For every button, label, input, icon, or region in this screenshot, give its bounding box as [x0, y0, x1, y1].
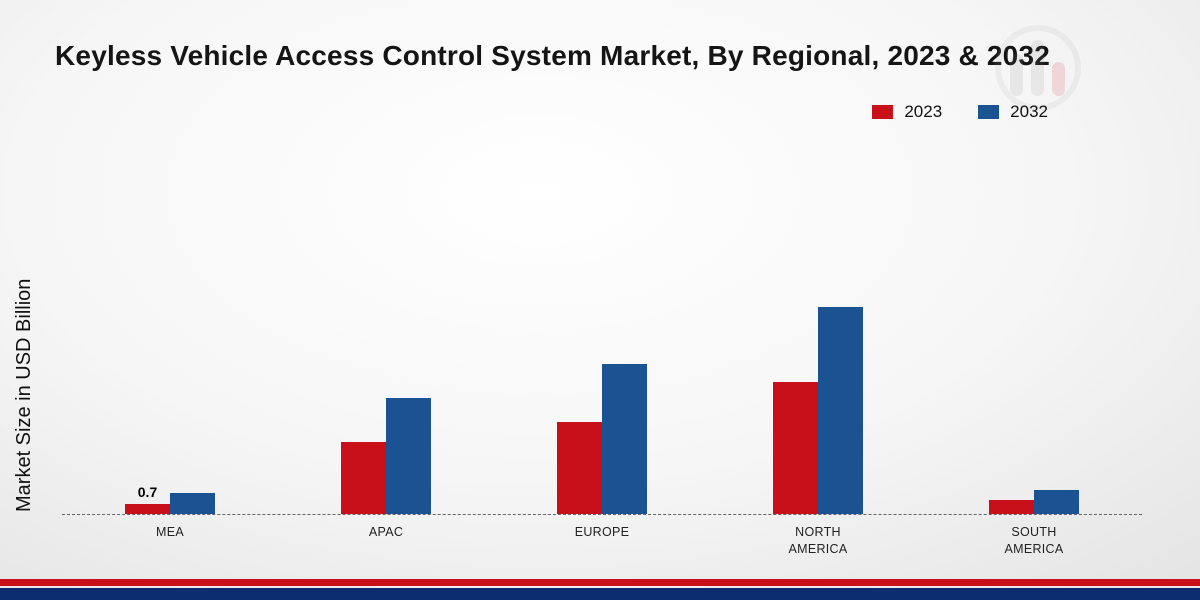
bar-2032-europe: [602, 364, 647, 514]
bar-2023-north-america: [773, 382, 818, 514]
legend-swatch-2023: [872, 105, 894, 119]
bar-2023-mea: 0.7: [125, 484, 170, 514]
bar-2023-apac: [341, 442, 386, 514]
bar-group-mea: 0.7 MEA: [125, 484, 215, 539]
legend-item-2023: 2023: [872, 102, 942, 122]
legend-label-2023: 2023: [904, 102, 943, 121]
watermark-logo: [988, 22, 1088, 119]
chart-title: Keyless Vehicle Access Control System Ma…: [55, 40, 1050, 71]
legend-item-2032: 2032: [978, 102, 1048, 122]
category-label-apac: APAC: [368, 525, 404, 539]
category-label-south-america: SOUTH AMERICA: [1004, 525, 1064, 556]
legend-label-2032: 2032: [1010, 102, 1048, 121]
bar-2023-europe: [557, 422, 602, 514]
watermark-logo-graphic: [995, 25, 1081, 111]
footer-red-strip: [0, 579, 1200, 586]
category-label-europe: EUROPE: [574, 525, 630, 539]
bar-2032-south-america: [1034, 490, 1079, 514]
bar-group-north-america: NORTH AMERICA: [773, 307, 863, 556]
bar-2032-mea: [170, 493, 215, 514]
y-axis-label: Market Size in USD Billion: [13, 278, 35, 512]
bar-2023-south-america: [989, 500, 1034, 514]
plot-area: 0.7 MEA APAC EUROPE NORTH AMERICA SOUTH AMERI…: [62, 185, 1142, 556]
bar-group-apac: APAC: [341, 398, 431, 539]
legend-swatch-2032: [978, 105, 1000, 119]
bar-group-south-america: SOUTH AMERICA: [989, 490, 1079, 556]
legend: 2023 2032: [872, 102, 1048, 122]
bar-2032-apac: [386, 398, 431, 514]
footer-navy-strip: [0, 588, 1200, 600]
category-label-mea: MEA: [156, 525, 184, 539]
bar-group-europe: EUROPE: [557, 364, 647, 539]
bar-value-label-mea: 0.7: [137, 484, 158, 500]
category-label-north-america: NORTH AMERICA: [788, 525, 848, 556]
bar-2032-north-america: [818, 307, 863, 514]
